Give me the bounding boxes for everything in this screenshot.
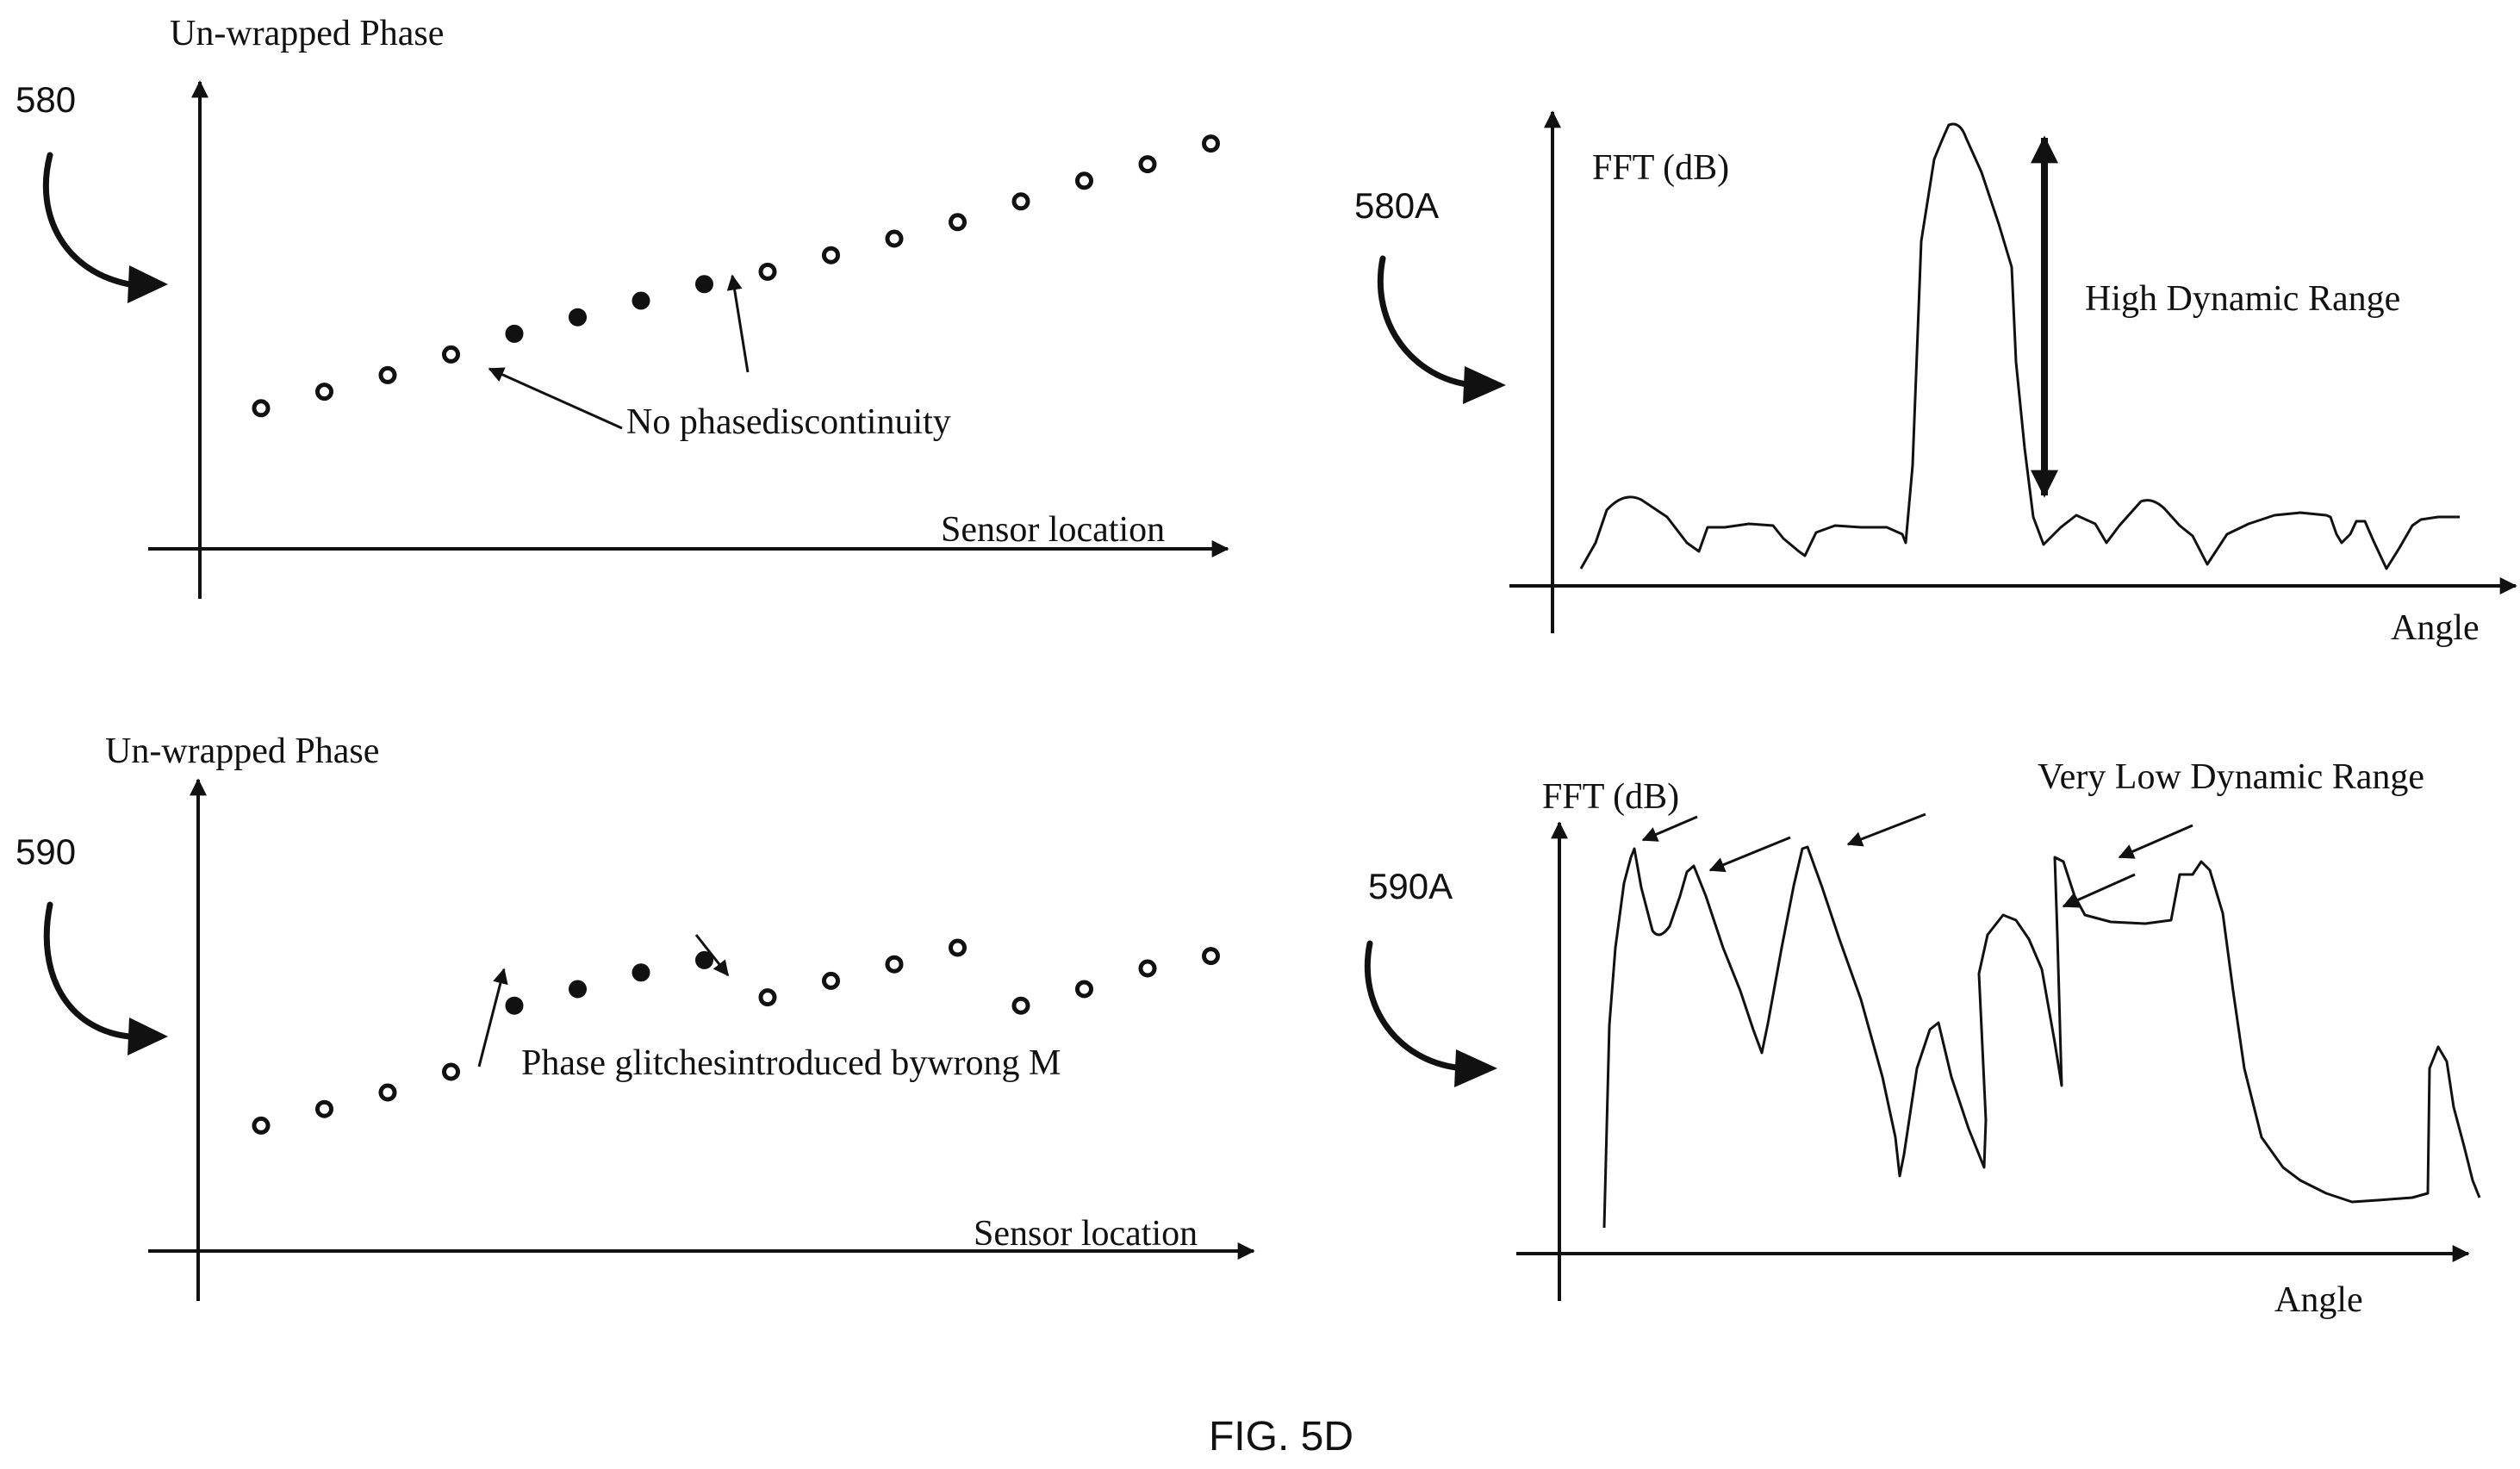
phase-590-point-7 (632, 963, 650, 982)
y-axis-label-590A: FFT (dB) (1542, 777, 1679, 817)
ref-label-580A: 580A (1354, 185, 1439, 226)
ref-curve-arrow-580 (42, 152, 133, 288)
phase-590-point-2 (315, 1099, 333, 1118)
x-axis-label-580: Sensor location (941, 510, 1165, 550)
annotation-arrow-590-b (694, 934, 730, 977)
ref-curve-arrow-590A (1364, 940, 1468, 1072)
phase-580-point-2 (315, 383, 333, 401)
panel-580A: 580A FFT (dB) Angle High Dynamic Range (1354, 110, 2517, 648)
ref-arrowhead-590A (1454, 1049, 1497, 1087)
phase-590-point-12 (949, 938, 967, 957)
ref-curve-arrow-590 (43, 901, 133, 1040)
phase-590-point-9 (758, 988, 777, 1007)
phase-580-point-14 (1075, 171, 1093, 190)
fft-curve-580A (1579, 122, 2460, 570)
annotation-arrow-590-a (477, 968, 508, 1068)
annotation-590: Phase glitchesintroduced bywrong M (521, 1043, 1061, 1083)
fft-curve-590A (1602, 845, 2481, 1229)
peak-arrows (1641, 812, 2193, 908)
ref-arrowhead-590 (128, 1018, 168, 1055)
ref-arrowhead-580A (1463, 366, 1506, 404)
phase-580-point-10 (822, 246, 840, 265)
panel-590A: 590A FFT (dB) Angle Very Low Dynamic Ran… (1364, 757, 2481, 1320)
phase-590-point-11 (885, 955, 904, 974)
data-points-580 (252, 134, 1220, 418)
phase-580-point-7 (632, 291, 650, 310)
ref-label-590: 590 (16, 831, 76, 872)
annotation-arrow-580-b (726, 274, 750, 373)
x-axis-label-590A: Angle (2274, 1280, 2363, 1320)
phase-580-point-3 (378, 365, 397, 384)
peak-arrow-1 (1641, 815, 1698, 842)
ref-arrowhead-580 (128, 265, 168, 303)
phase-590-point-3 (378, 1083, 397, 1102)
peak-arrow-4 (2118, 824, 2193, 859)
y-axis-label-580A: FFT (dB) (1592, 148, 1729, 188)
phase-590-point-8 (695, 950, 713, 969)
phase-580-point-16 (1202, 134, 1220, 153)
phase-590-point-6 (569, 980, 587, 999)
phase-580-point-4 (442, 345, 460, 364)
panel-580: 580 Un-wrapped Phase Sensor location No … (16, 14, 1229, 599)
phase-590-point-4 (442, 1062, 460, 1081)
figure-caption: FIG. 5D (1209, 1414, 1353, 1460)
ref-curve-arrow-580A (1377, 255, 1477, 389)
phase-580-point-15 (1138, 155, 1157, 174)
y-axis-label-590: Un-wrapped Phase (105, 731, 379, 771)
phase-580-point-11 (885, 229, 904, 248)
phase-590-point-13 (1011, 996, 1030, 1015)
annotation-arrow-580-a (488, 367, 623, 430)
annotation-580: No phasediscontinuity (626, 402, 951, 442)
phase-590-point-14 (1075, 980, 1093, 999)
ref-label-590A: 590A (1368, 866, 1453, 906)
y-axis-label-580: Un-wrapped Phase (170, 14, 444, 53)
ref-label-580: 580 (16, 79, 76, 120)
phase-580-point-12 (949, 213, 967, 232)
phase-580-point-6 (569, 308, 587, 327)
peak-arrow-2 (1708, 836, 1791, 873)
data-points-590 (252, 938, 1220, 1135)
phase-590-point-1 (252, 1116, 271, 1135)
peak-arrow-3 (1846, 812, 1926, 847)
x-axis-label-580A: Angle (2391, 608, 2480, 648)
annotation-590A: Very Low Dynamic Range (2038, 757, 2424, 797)
phase-580-point-1 (252, 399, 271, 418)
phase-590-point-15 (1138, 959, 1157, 978)
phase-580-point-9 (758, 262, 777, 281)
phase-580-point-8 (695, 275, 713, 294)
phase-590-point-10 (822, 971, 840, 990)
peak-arrow-5 (2062, 873, 2136, 908)
panel-590: 590 Un-wrapped Phase Sensor location Pha… (16, 731, 1255, 1301)
phase-580-point-13 (1011, 192, 1030, 211)
x-axis-label-590: Sensor location (974, 1214, 1198, 1254)
phase-590-point-5 (505, 996, 524, 1015)
phase-590-point-16 (1202, 947, 1220, 966)
annotation-580A: High Dynamic Range (2085, 279, 2400, 319)
phase-580-point-5 (505, 324, 524, 343)
